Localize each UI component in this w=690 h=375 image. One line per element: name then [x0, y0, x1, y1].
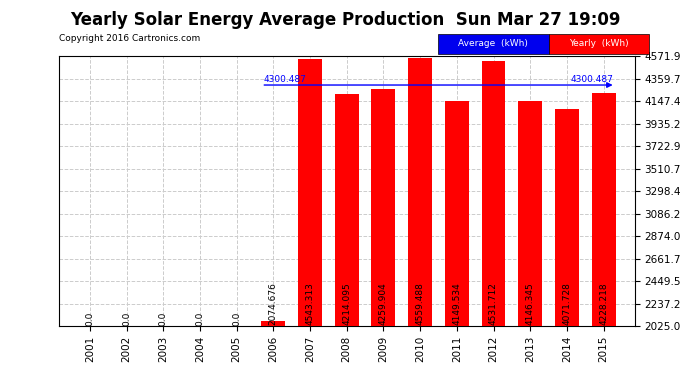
Text: 4259.904: 4259.904 — [379, 283, 388, 326]
Text: 0.0: 0.0 — [232, 311, 241, 326]
Text: 4228.218: 4228.218 — [599, 283, 608, 326]
Text: 0.0: 0.0 — [195, 311, 204, 326]
Text: 0.0: 0.0 — [159, 311, 168, 326]
Text: 0.0: 0.0 — [122, 311, 131, 326]
Text: Yearly  (kWh): Yearly (kWh) — [569, 39, 629, 48]
Text: 4300.487: 4300.487 — [264, 75, 306, 84]
Text: 2074.676: 2074.676 — [269, 282, 278, 326]
Text: 0.0: 0.0 — [86, 311, 95, 326]
Text: Copyright 2016 Cartronics.com: Copyright 2016 Cartronics.com — [59, 34, 200, 43]
Bar — [371, 89, 395, 326]
Bar — [262, 321, 285, 326]
Bar — [335, 94, 359, 326]
Bar — [555, 109, 579, 326]
Text: Yearly Solar Energy Average Production  Sun Mar 27 19:09: Yearly Solar Energy Average Production S… — [70, 11, 620, 29]
Text: 4149.534: 4149.534 — [453, 283, 462, 326]
Bar — [482, 60, 506, 326]
Bar — [518, 101, 542, 326]
Bar — [298, 59, 322, 326]
Text: 4146.345: 4146.345 — [526, 283, 535, 326]
Bar — [592, 93, 615, 326]
Text: 4071.728: 4071.728 — [562, 282, 571, 326]
Text: 4214.095: 4214.095 — [342, 283, 351, 326]
Bar — [408, 58, 432, 326]
Text: Average  (kWh): Average (kWh) — [458, 39, 529, 48]
Text: 4300.487: 4300.487 — [571, 75, 613, 84]
Text: 4559.488: 4559.488 — [415, 282, 424, 326]
Text: 4531.712: 4531.712 — [489, 282, 498, 326]
Text: 4543.313: 4543.313 — [306, 282, 315, 326]
Bar — [445, 101, 469, 326]
